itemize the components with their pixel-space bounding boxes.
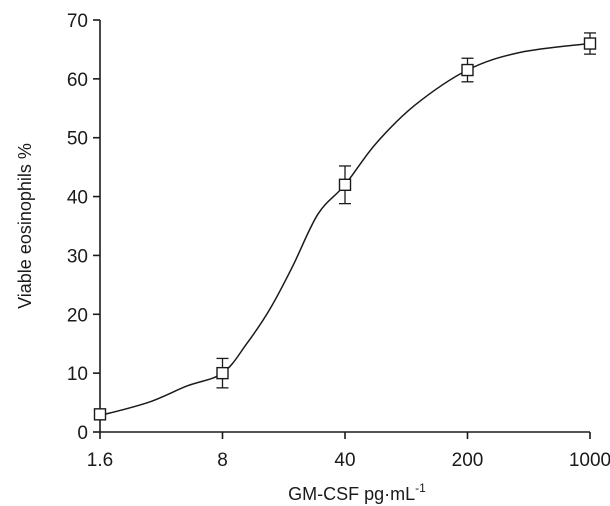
axes [99, 20, 590, 433]
x-axis-title: GM-CSF pg·mL-1 [288, 481, 426, 504]
y-tick-label: 0 [77, 423, 88, 444]
y-tick-label: 40 [67, 188, 88, 209]
y-axis-title: Viable eosinophils % [15, 143, 35, 309]
y-ticks: 0 10 20 30 40 50 60 70 [67, 11, 100, 444]
y-tick-label: 70 [67, 11, 88, 32]
data-point [338, 178, 352, 192]
data-point [93, 408, 107, 421]
fit-curve [99, 42, 591, 417]
x-axis-title-main: GM-CSF pg·mL [288, 484, 415, 504]
data-point [216, 366, 229, 380]
data-points [93, 37, 597, 421]
x-tick-label: 40 [334, 450, 355, 471]
error-bars [94, 32, 596, 418]
x-tick-label: 1000 [569, 450, 610, 471]
x-ticks: 1.6 8 40 200 1000 [87, 432, 610, 471]
x-axis-title-superscript: -1 [415, 481, 426, 495]
y-tick-label: 30 [67, 246, 88, 267]
x-tick-label: 1.6 [87, 450, 113, 471]
y-tick-label: 60 [67, 70, 88, 91]
y-tick-label: 10 [67, 364, 88, 385]
y-tick-label: 50 [67, 129, 88, 150]
x-tick-label: 8 [217, 450, 228, 471]
x-tick-label: 200 [452, 450, 484, 471]
data-point [461, 63, 474, 77]
y-tick-label: 20 [67, 305, 88, 326]
data-point [583, 37, 597, 50]
